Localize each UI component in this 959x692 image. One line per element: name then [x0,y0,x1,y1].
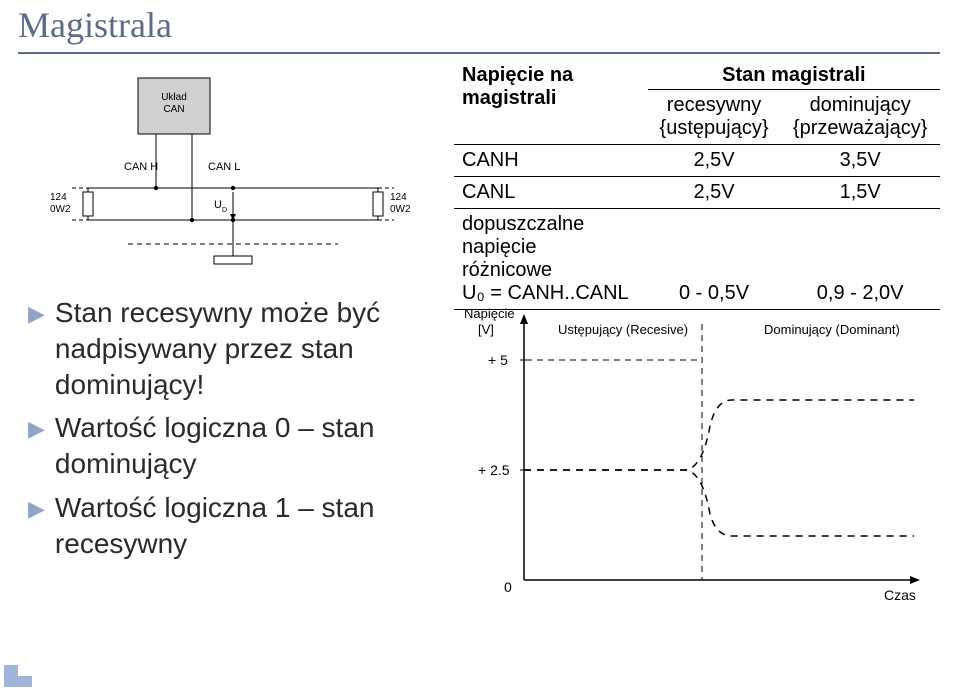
bullet-mark-icon: ▶ [28,496,45,522]
voltage-time-chart: + 5 + 2.5 0 Napięcie [V] Czas Ustępujący… [454,300,940,630]
table-head-left-l1: Napięcie na [462,64,573,86]
ytick-2p5: + 2.5 [478,462,510,478]
block-label-line1: Układ [161,92,187,103]
row0-dom: 3,5V [780,145,940,177]
res-right-top: 124 [390,192,407,203]
page-title: Magistrala [18,4,172,46]
can-bus-diagram: Układ CAN CAN H CAN L U D 124 0W2 124 0W… [28,72,444,277]
voltage-table: Napięcie na magistrali Stan magistrali r… [454,62,940,272]
row1-rec: 2,5V [648,177,781,209]
bullet-mark-icon: ▶ [28,416,45,442]
row0-label: CANH [454,145,648,177]
bullet-text-0: Stan recesywny może być nadpisywany prze… [55,295,444,402]
bullet-mark-icon: ▶ [28,301,45,327]
xlabel: Czas [884,587,916,603]
res-left-bottom: 0W2 [50,204,71,215]
ytick-5: + 5 [488,352,508,368]
row1-dom: 1,5V [780,177,940,209]
col-dominant-l1: dominujący [810,94,911,116]
ylabel-l1: Napięcie [464,306,515,321]
table-head-right-title: Stan magistrali [648,62,940,90]
res-right-bottom: 0W2 [390,204,411,215]
col-dominant-l2: {przeważający} [793,117,928,139]
bullet-item: ▶ Wartość logiczna 0 – stan dominujący [28,410,444,482]
footer-corner-icon [4,665,32,687]
row2-label-l3: różnicowe [462,259,552,281]
recessive-region-label: Ustępujący (Recesive) [558,322,688,337]
row2-rec: 0 - 0,5V [648,209,781,310]
row2-dom: 0,9 - 2,0V [780,209,940,310]
row2-label-l2: napięcie [462,236,537,258]
title-underline [18,52,940,54]
ytick-0: 0 [504,579,512,595]
canh-label: CAN H [124,161,158,173]
canl-label: CAN L [208,161,240,173]
ud-sub: D [222,207,227,214]
dominant-region-label: Dominujący (Dominant) [764,322,900,337]
res-left-top: 124 [50,192,67,203]
row1-label: CANL [454,177,648,209]
col-recessive-l1: recesywny [667,94,761,116]
bullet-list: ▶ Stan recesywny może być nadpisywany pr… [28,295,444,570]
bullet-text-2: Wartość logiczna 1 – stan recesywny [55,490,444,562]
col-recessive-l2: {ustępujący} [660,117,769,139]
table-head-left-l2: magistrali [462,87,556,109]
bullet-item: ▶ Stan recesywny może być nadpisywany pr… [28,295,444,402]
bullet-item: ▶ Wartość logiczna 1 – stan recesywny [28,490,444,562]
row0-rec: 2,5V [648,145,781,177]
ud-label: U [214,199,222,211]
block-label-line2: CAN [163,104,184,115]
ylabel-l2: [V] [478,322,494,337]
bullet-text-1: Wartość logiczna 0 – stan dominujący [55,410,444,482]
row2-label-l1: dopuszczalne [462,213,584,235]
